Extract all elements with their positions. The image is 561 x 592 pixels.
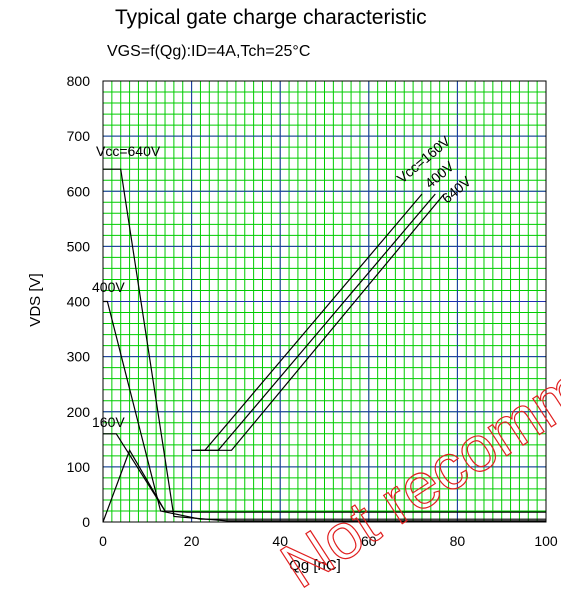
x-tick-label: 20: [184, 533, 200, 549]
x-tick-label: 0: [99, 533, 107, 549]
y-tick-label: 600: [67, 183, 91, 199]
y-tick-label: 400: [67, 294, 91, 310]
watermark-text: Not recommended: [268, 255, 561, 592]
y-tick-label: 0: [82, 514, 90, 530]
y-tick-label: 300: [67, 349, 91, 365]
annotation-400-left: 400V: [92, 279, 125, 295]
annotation-160-left: 160V: [92, 414, 125, 430]
y-tick-label: 700: [67, 128, 91, 144]
annotations: Vcc=640V 400V 160V Vcc=160V 400V 640V: [92, 132, 474, 430]
y-tick-label: 100: [67, 459, 91, 475]
y-tick-label: 800: [67, 73, 91, 89]
y-tick-label: 500: [67, 238, 91, 254]
x-tick-label: 100: [534, 533, 558, 549]
y-tick-label: 200: [67, 404, 91, 420]
x-tick-label: 80: [450, 533, 466, 549]
y-axis-label: VDS [V]: [27, 273, 44, 326]
annotation-vcc640-left: Vcc=640V: [96, 143, 161, 159]
watermark: Not recommended: [268, 255, 561, 592]
